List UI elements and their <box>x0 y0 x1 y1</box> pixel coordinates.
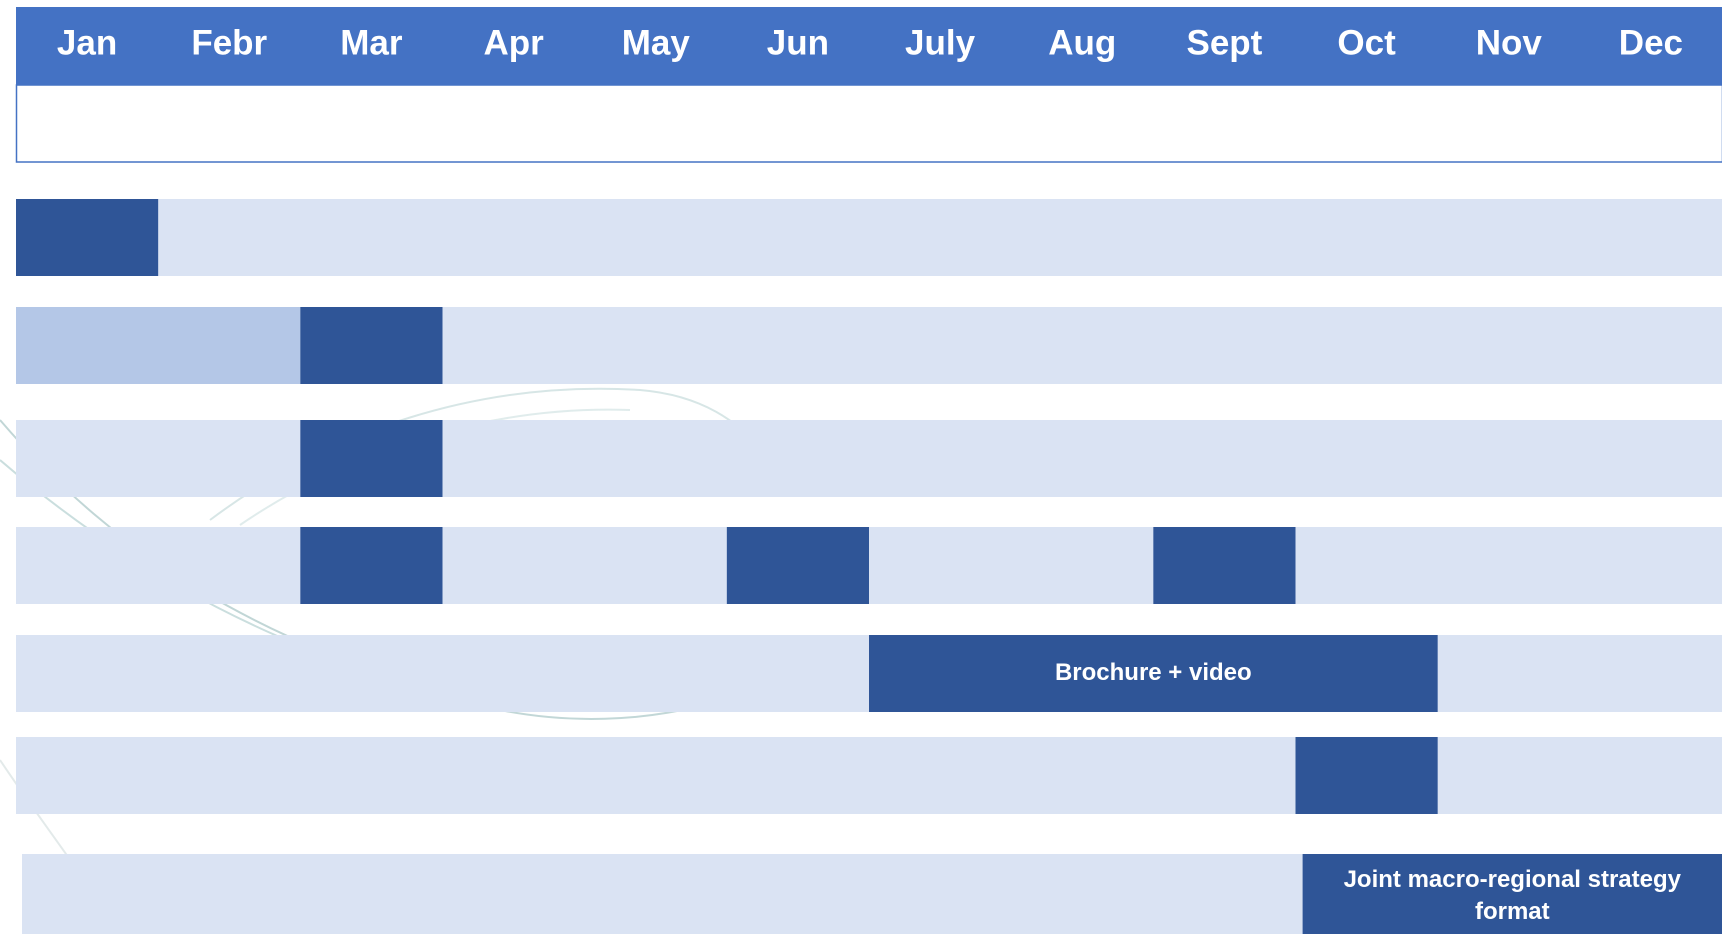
month-label: Febr <box>191 23 267 62</box>
activity-label: Brochure + video <box>1055 659 1252 686</box>
month-label: Jan <box>57 23 117 62</box>
row-track <box>16 420 1722 497</box>
row-track <box>16 737 1722 814</box>
row-track <box>16 199 1722 276</box>
activity-block <box>16 199 158 276</box>
activity-block <box>1153 527 1295 604</box>
month-label: Jun <box>767 23 829 62</box>
activity-block <box>1296 737 1438 814</box>
timeline: JanFebrMarAprMayJunJulyAugSeptOctNovDec … <box>0 0 1722 934</box>
page: JanFebrMarAprMayJunJulyAugSeptOctNovDec … <box>0 0 1722 934</box>
activity-block <box>300 527 442 604</box>
month-label: May <box>622 23 691 62</box>
month-label: Nov <box>1476 23 1543 62</box>
pre-phase <box>16 307 300 384</box>
month-label: Sept <box>1186 23 1262 62</box>
month-label: Dec <box>1619 23 1683 62</box>
header-blank-row <box>17 85 1722 162</box>
header-bar <box>16 7 1722 85</box>
activity-block <box>300 420 442 497</box>
activity-block <box>300 307 442 384</box>
month-label: Mar <box>340 23 403 62</box>
month-label: Apr <box>483 23 544 62</box>
activity-block <box>727 527 869 604</box>
month-label: Oct <box>1337 23 1396 62</box>
month-label: Aug <box>1048 23 1116 62</box>
month-label: July <box>905 23 976 62</box>
